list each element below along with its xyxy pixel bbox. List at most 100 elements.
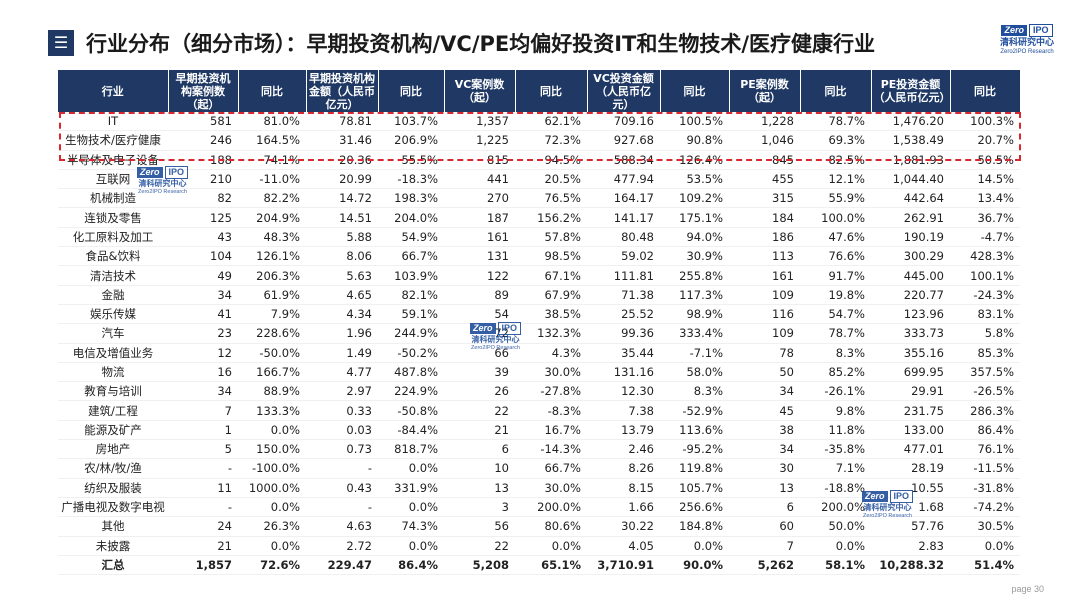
value-cell: 54.9% <box>378 227 444 248</box>
value-cell: 100.1% <box>950 265 1020 286</box>
value-cell: 66 <box>444 343 515 363</box>
value-cell: 442.64 <box>871 188 950 209</box>
value-cell: 1.96 <box>306 323 378 344</box>
value-cell: 4.34 <box>306 304 378 325</box>
value-cell: 190.19 <box>871 227 950 248</box>
total-value-cell: 65.1% <box>515 554 587 576</box>
value-cell: - <box>168 497 238 518</box>
value-cell: 8.06 <box>306 246 378 267</box>
value-cell: 455 <box>729 169 800 190</box>
value-cell: -18.8% <box>800 478 871 498</box>
value-cell: 4.3% <box>515 343 587 363</box>
value-cell: -27.8% <box>515 381 587 402</box>
total-value-cell: 58.1% <box>800 554 871 576</box>
table-row: 清洁技术 49 206.3% 5.63 103.9% 122 67.1% 111.81 255.… <box>58 265 1020 286</box>
value-cell: 2.97 <box>306 381 378 402</box>
total-value-cell: 51.4% <box>950 554 1020 576</box>
value-cell: 89 <box>444 285 515 305</box>
value-cell: 244.9% <box>378 323 444 344</box>
value-cell: 0.0% <box>238 420 306 441</box>
value-cell: 20.99 <box>306 169 378 190</box>
value-cell: 581 <box>168 112 238 132</box>
value-cell: 30.22 <box>587 516 660 537</box>
value-cell: - <box>306 497 378 518</box>
value-cell: 103.7% <box>378 112 444 132</box>
value-cell: 5.8% <box>950 323 1020 344</box>
value-cell: 228.6% <box>238 323 306 344</box>
column-header: 同比 <box>950 70 1021 112</box>
menu-icon[interactable]: ☰ <box>48 30 74 56</box>
value-cell: 6 <box>444 439 515 460</box>
value-cell: 2.72 <box>306 536 378 556</box>
value-cell: 4.05 <box>587 536 660 556</box>
value-cell: 61.9% <box>238 285 306 305</box>
value-cell: 50 <box>729 362 800 383</box>
industry-cell: 食品&饮料 <box>58 246 168 267</box>
value-cell: 105.7% <box>660 478 729 498</box>
page-number: page 30 <box>1011 584 1044 594</box>
industry-cell: 农/林/牧/渔 <box>58 458 168 479</box>
value-cell: 224.9% <box>378 381 444 402</box>
value-cell: 55.5% <box>378 150 444 170</box>
value-cell: 8.3% <box>800 343 871 363</box>
value-cell: 132.3% <box>515 323 587 344</box>
value-cell: 2.46 <box>587 439 660 460</box>
value-cell: 286.3% <box>950 400 1020 421</box>
value-cell: 0.0% <box>515 536 587 556</box>
value-cell: 131 <box>444 246 515 267</box>
industry-cell: 房地产 <box>58 439 168 460</box>
value-cell: 477.94 <box>587 169 660 190</box>
value-cell: 83.1% <box>950 304 1020 325</box>
value-cell: 98.9% <box>660 304 729 325</box>
watermark-mark-zero: Zero <box>862 491 888 502</box>
value-cell: 86.4% <box>950 420 1020 441</box>
value-cell: 35.44 <box>587 343 660 363</box>
value-cell: 82.1% <box>378 285 444 305</box>
value-cell: 0.73 <box>306 439 378 460</box>
value-cell: 78.81 <box>306 112 378 132</box>
value-cell: 7 <box>729 536 800 556</box>
value-cell: 74.3% <box>378 516 444 537</box>
value-cell: 24 <box>168 516 238 537</box>
value-cell: 100.3% <box>950 112 1020 132</box>
value-cell: 13 <box>729 478 800 498</box>
logo-name-cn: 清科研究中心 <box>1000 38 1055 48</box>
watermark-name-cn: 清科研究中心 <box>471 335 520 344</box>
value-cell: 49 <box>168 265 238 286</box>
column-header: 同比 <box>238 70 307 112</box>
value-cell: 34 <box>168 285 238 305</box>
value-cell: 90.8% <box>660 130 729 151</box>
value-cell: 54.7% <box>800 304 871 325</box>
value-cell: 36.7% <box>950 207 1020 228</box>
value-cell: 13.4% <box>950 188 1020 209</box>
value-cell: -24.3% <box>950 285 1020 305</box>
table-header-row: 行业 早期投资机构案例数（起） 同比 早期投资机构金额（人民币亿元） 同比 VC案例数（起… <box>58 70 1021 112</box>
total-value-cell: 229.47 <box>306 554 378 576</box>
value-cell: 94.5% <box>515 150 587 170</box>
value-cell: 0.33 <box>306 400 378 421</box>
industry-cell: 化工原料及加工 <box>58 227 168 248</box>
value-cell: 59.1% <box>378 304 444 325</box>
value-cell: -50.0% <box>238 343 306 363</box>
value-cell: 0.43 <box>306 478 378 498</box>
value-cell: 709.16 <box>587 112 660 132</box>
value-cell: 53.5% <box>660 169 729 190</box>
table-row: 金融 34 61.9% 4.65 82.1% 89 67.9% 71.38 117.3% 109 1… <box>58 285 1020 305</box>
value-cell: 30 <box>729 458 800 479</box>
value-cell: 184.8% <box>660 516 729 537</box>
table-row: 机械制造 82 82.2% 14.72 198.3% 270 76.5% 164.17 109.… <box>58 188 1020 209</box>
value-cell: 166.7% <box>238 362 306 383</box>
value-cell: 78 <box>729 343 800 363</box>
table-row: 汽车 23 228.6% 1.96 244.9% 72 132.3% 99.36 333.4% 1… <box>58 323 1020 344</box>
total-value-cell: 10,288.32 <box>871 554 950 576</box>
watermark-name-en: Zero2IPO Research <box>471 345 520 351</box>
value-cell: -14.3% <box>515 439 587 460</box>
value-cell: 5 <box>168 439 238 460</box>
value-cell: 198.3% <box>378 188 444 209</box>
value-cell: 76.5% <box>515 188 587 209</box>
value-cell: 94.0% <box>660 227 729 248</box>
value-cell: 34 <box>168 381 238 402</box>
value-cell: 80.48 <box>587 227 660 248</box>
table-row: 食品&饮料 104 126.1% 8.06 66.7% 131 98.5% 59.02 30.9… <box>58 246 1020 267</box>
table-row: 能源及矿产 1 0.0% 0.03 -84.4% 21 16.7% 13.79 113.6% 38… <box>58 420 1020 441</box>
